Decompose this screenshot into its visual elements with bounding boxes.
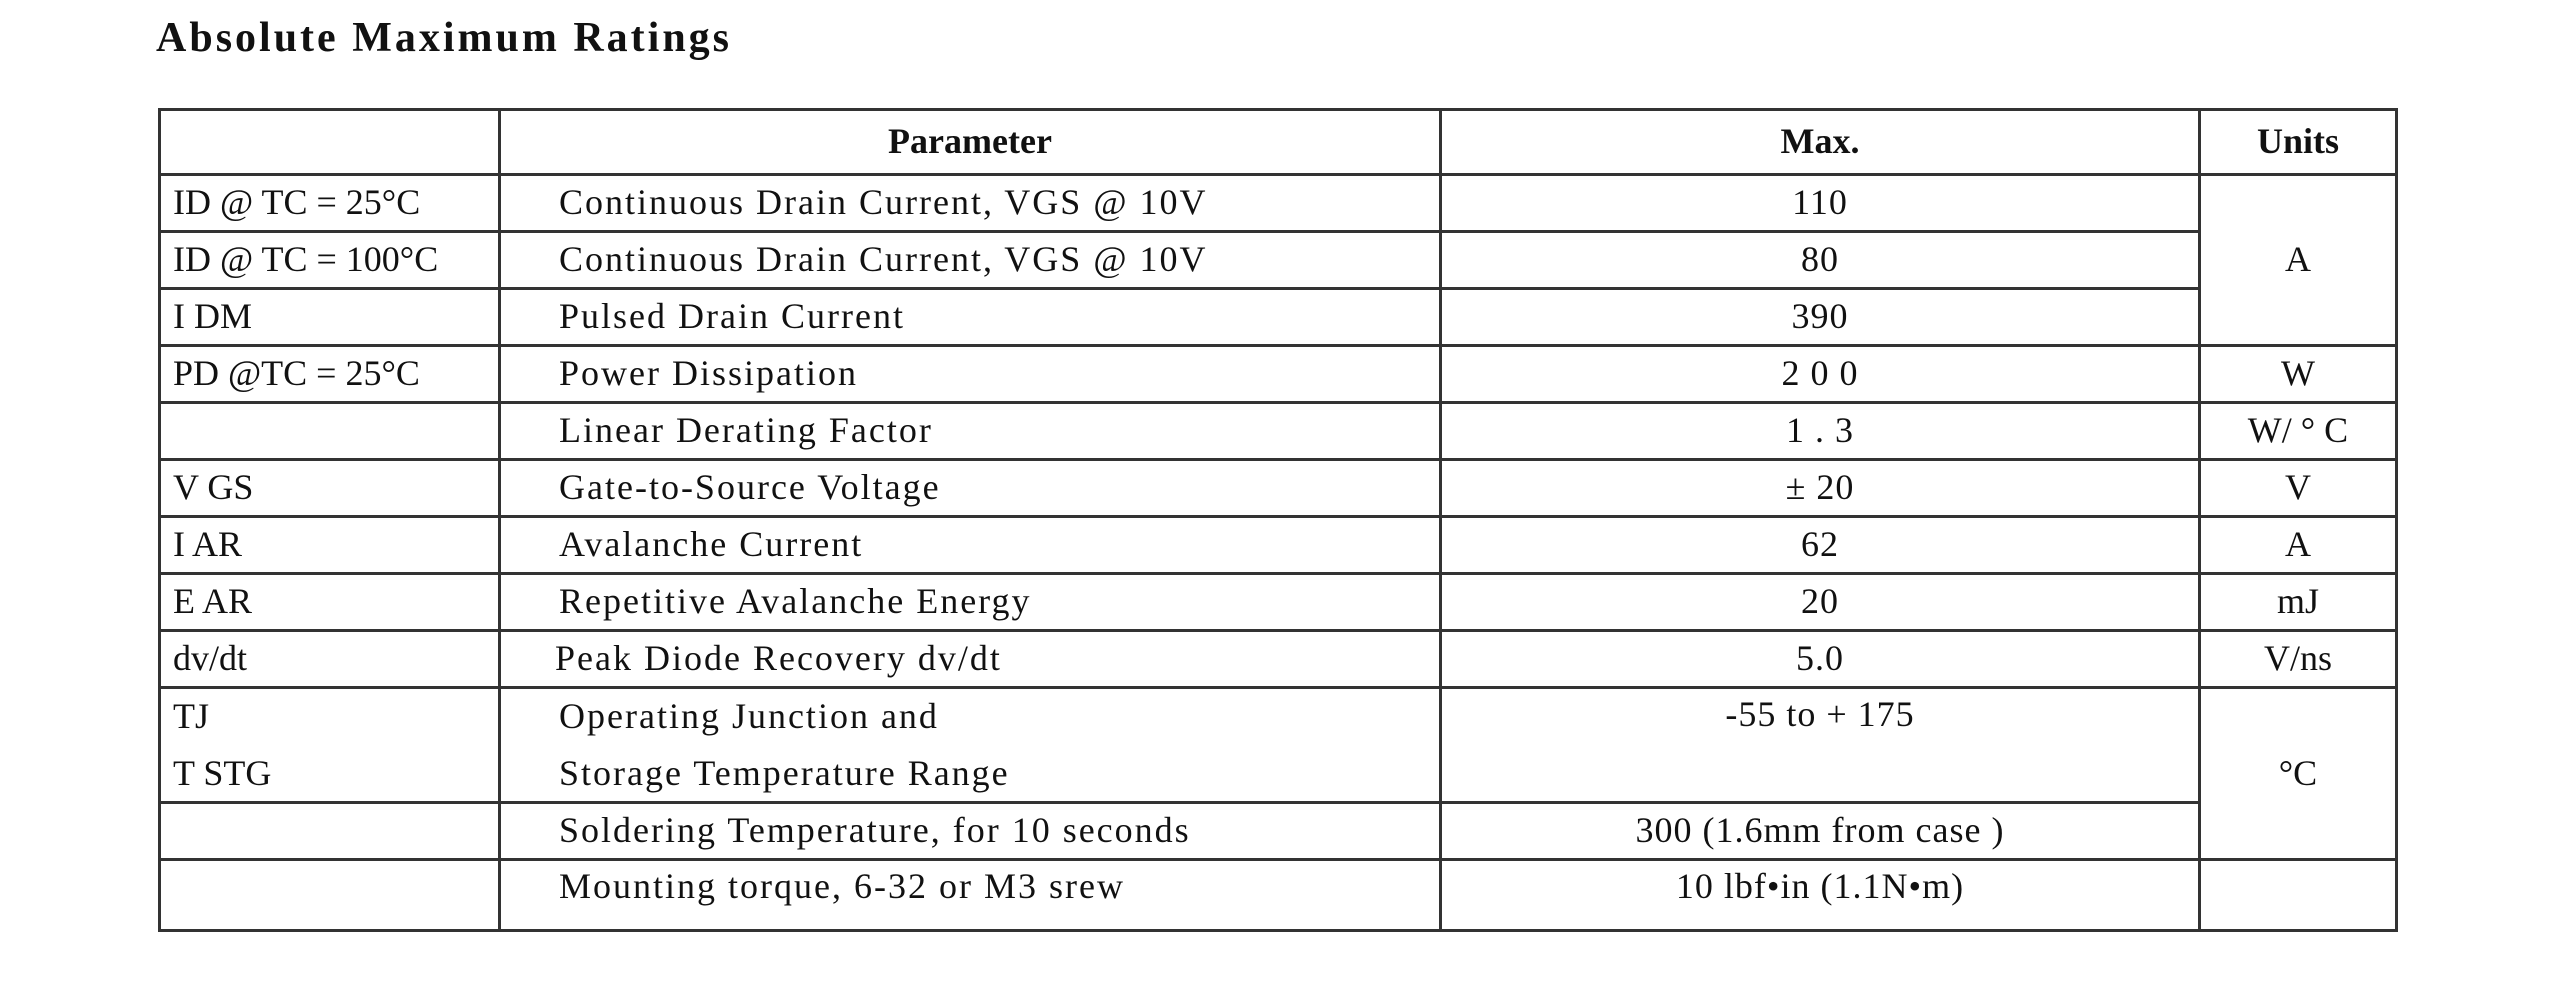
header-parameter: Parameter [498, 108, 1442, 176]
unit-cell [2198, 858, 2398, 932]
ratings-table: Parameter Max. Units ID @ TC = 25°C Cont… [158, 108, 2398, 932]
header-units: Units [2198, 108, 2398, 176]
max-cell: 5.0 [1439, 629, 2201, 689]
symbol-cell: E AR [158, 572, 501, 632]
unit-cell: V [2198, 458, 2398, 518]
symbol-cell: I AR [158, 515, 501, 575]
symbol-cell: ID @ TC = 100°C [158, 230, 501, 290]
parameter-cell: Avalanche Current [498, 515, 1442, 575]
unit-cell: W [2198, 344, 2398, 404]
parameter-cell: Power Dissipation [498, 344, 1442, 404]
symbol-text: TJ [173, 696, 209, 736]
parameter-cell: Gate-to-Source Voltage [498, 458, 1442, 518]
table-row: E AR Repetitive Avalanche Energy 20 mJ [158, 572, 2398, 632]
parameter-cell: Continuous Drain Current, VGS @ 10V [498, 173, 1442, 233]
parameter-cell: Operating Junction and Storage Temperatur… [498, 686, 1442, 804]
table-row: V GS Gate-to-Source Voltage ± 20 V [158, 458, 2398, 518]
table-row: Linear Derating Factor 1 . 3 W/ ° C [158, 401, 2398, 461]
max-cell: 62 [1439, 515, 2201, 575]
symbol-cell: dv/dt [158, 629, 501, 689]
table-row: Mounting torque, 6-32 or M3 srew 10 lbf•… [158, 858, 2398, 932]
max-cell: 300 (1.6mm from case ) [1439, 801, 2201, 861]
parameter-cell: Continuous Drain Current, VGS @ 10V [498, 230, 1442, 290]
unit-cell: A [2198, 173, 2398, 347]
header-row: Parameter Max. Units [158, 108, 2398, 176]
parameter-cell: Repetitive Avalanche Energy [498, 572, 1442, 632]
table-row: ID @ TC = 25°C Continuous Drain Current,… [158, 173, 2398, 347]
parameter-text: Operating Junction and [559, 696, 939, 736]
symbol-text: T STG [173, 752, 272, 793]
max-cell: 2 0 0 [1439, 344, 2201, 404]
table-row: TJ T STG Operating Junction and Storage Te… [158, 686, 2398, 861]
symbol-cell [158, 401, 501, 461]
table-row: I AR Avalanche Current 62 A [158, 515, 2398, 575]
symbol-cell: PD @TC = 25°C [158, 344, 501, 404]
unit-cell: V/ns [2198, 629, 2398, 689]
max-cell: ± 20 [1439, 458, 2201, 518]
parameter-text: Storage Temperature Range [559, 752, 1010, 793]
unit-cell: °C [2198, 686, 2398, 861]
max-cell: 1 . 3 [1439, 401, 2201, 461]
parameter-cell: Linear Derating Factor [498, 401, 1442, 461]
parameter-cell: Mounting torque, 6-32 or M3 srew [498, 858, 1442, 932]
table-row: I DM Pulsed Drain Current 390 [158, 287, 2397, 347]
header-symbol [158, 108, 501, 176]
symbol-cell [158, 858, 501, 932]
symbol-cell: ID @ TC = 25°C [158, 173, 501, 233]
symbol-cell: TJ T STG [158, 686, 501, 804]
symbol-cell: V GS [158, 458, 501, 518]
unit-cell: mJ [2198, 572, 2398, 632]
table-row: ID @ TC = 100°C Continuous Drain Current… [158, 230, 2397, 290]
unit-cell: A [2198, 515, 2398, 575]
table-row: PD @TC = 25°C Power Dissipation 2 0 0 W [158, 344, 2398, 404]
max-cell: 20 [1439, 572, 2201, 632]
max-cell: -55 to + 175 [1439, 686, 2201, 804]
table-row: dv/dt Peak Diode Recovery dv/dt 5.0 V/ns [158, 629, 2398, 689]
symbol-cell: I DM [158, 287, 501, 347]
unit-cell: W/ ° C [2198, 401, 2398, 461]
table-row: Soldering Temperature, for 10 seconds 30… [158, 801, 2397, 861]
max-cell: 10 lbf•in (1.1N•m) [1439, 858, 2201, 932]
max-cell: 80 [1439, 230, 2201, 290]
header-max: Max. [1439, 108, 2201, 176]
max-cell: 390 [1439, 287, 2201, 347]
parameter-cell: Pulsed Drain Current [498, 287, 1442, 347]
parameter-cell: Soldering Temperature, for 10 seconds [498, 801, 1442, 861]
parameter-cell: Peak Diode Recovery dv/dt [498, 629, 1442, 689]
section-title: Absolute Maximum Ratings [156, 15, 733, 61]
symbol-cell [158, 801, 501, 861]
max-cell: 110 [1439, 173, 2201, 233]
